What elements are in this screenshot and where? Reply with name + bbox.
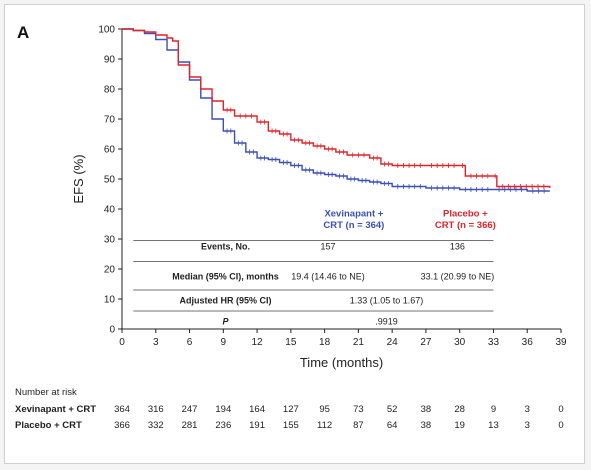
risk-value: 247 [182,404,198,415]
risk-value: 28 [454,404,465,415]
risk-value: 164 [249,404,265,415]
risk-value: 38 [421,404,432,415]
series-line-xevinapant [122,28,550,192]
stats-table: Events, No. 157 136 Median (95% CI), months… [133,240,495,327]
y-tick-label: 30 [104,235,116,246]
x-tick-label: 39 [555,337,567,348]
x-tick-label: 3 [153,337,159,348]
x-tick-label: 18 [319,337,331,348]
risk-value: 38 [421,420,432,431]
risk-row-label: Xevinapant + CRT [15,404,96,415]
y-tick-label: 40 [104,205,116,216]
risk-value: 0 [558,420,563,431]
risk-row-label: Placebo + CRT [15,420,82,431]
x-tick-label: 15 [285,337,297,348]
x-tick-label: 6 [187,337,193,348]
y-tick-label: 0 [109,325,115,336]
y-tick-label: 90 [104,55,116,66]
y-tick-label: 60 [104,145,116,156]
risk-value: 3 [525,404,530,415]
x-tick-label: 9 [221,337,227,348]
risk-value: 112 [317,420,332,431]
risk-value: 64 [387,420,398,431]
y-tick-label: 100 [98,25,115,36]
x-tick-label: 21 [353,337,365,348]
risk-value: 87 [353,420,364,431]
x-tick-label: 24 [387,337,399,348]
risk-value: 19 [454,420,465,431]
series-line-placebo [122,28,551,188]
x-tick-label: 30 [454,337,466,348]
y-tick-label: 80 [104,85,116,96]
risk-value: 332 [148,420,164,431]
risk-value: 9 [491,404,496,415]
x-tick-label: 36 [522,337,534,348]
table-cell: .9919 [375,317,398,327]
table-cell: 33.1 (20.99 to NE) [421,272,495,282]
table-row-label: Adjusted HR (95% CI) [180,296,272,306]
risk-value: 95 [319,404,330,415]
y-tick-label: 20 [104,265,116,276]
x-tick-label: 0 [119,337,125,348]
risk-value: 52 [387,404,398,415]
y-tick-label: 10 [104,295,116,306]
y-axis-label: EFS (%) [71,154,86,203]
risk-value: 366 [114,420,130,431]
x-tick-label: 33 [488,337,500,348]
y-tick-label: 50 [104,175,116,186]
curves [122,28,551,194]
risk-value: 191 [249,420,265,431]
risk-value: 364 [114,404,130,415]
legend-placebo-line1: Placebo + [443,209,488,220]
legend-xevinapant-line1: Xevinapant + [324,209,383,220]
figure-frame: A 0 10 20 30 40 50 60 70 80 90 100 0 3 6 9 12 15 18 21 24 27… [4,4,585,464]
risk-value: 236 [215,420,231,431]
legend: Xevinapant +CRT (n = 364) Placebo +CRT (n… [323,209,495,232]
y-tick-label: 70 [104,115,116,126]
risk-value: 127 [283,404,299,415]
table-cell: 1.33 (1.05 to 1.67) [350,296,424,306]
table-cell: 19.4 (14.46 to NE) [291,272,365,282]
risk-value: 316 [148,404,164,415]
legend-placebo-line2: CRT (n = 366) [435,220,496,231]
table-row-label: P [223,317,230,327]
legend-xevinapant-line2: CRT (n = 364) [323,220,384,231]
table-cell: 136 [450,242,465,252]
x-tick-label: 12 [252,337,264,348]
risk-value: 73 [353,404,364,415]
x-tick-label: 27 [420,337,432,348]
risk-value: 194 [215,404,231,415]
risk-value: 155 [283,420,299,431]
table-cell: 157 [320,242,335,252]
risk-value: 3 [525,420,530,431]
panel-label: A [17,23,29,42]
risk-value: 13 [488,420,499,431]
risk-value: 0 [558,404,563,415]
risk-value: 281 [182,420,198,431]
risk-table-header: Number at risk [15,387,77,398]
table-row-label: Median (95% CI), months [172,272,279,282]
table-row-label: Events, No. [201,242,250,252]
x-axis-label: Time (months) [300,355,383,370]
